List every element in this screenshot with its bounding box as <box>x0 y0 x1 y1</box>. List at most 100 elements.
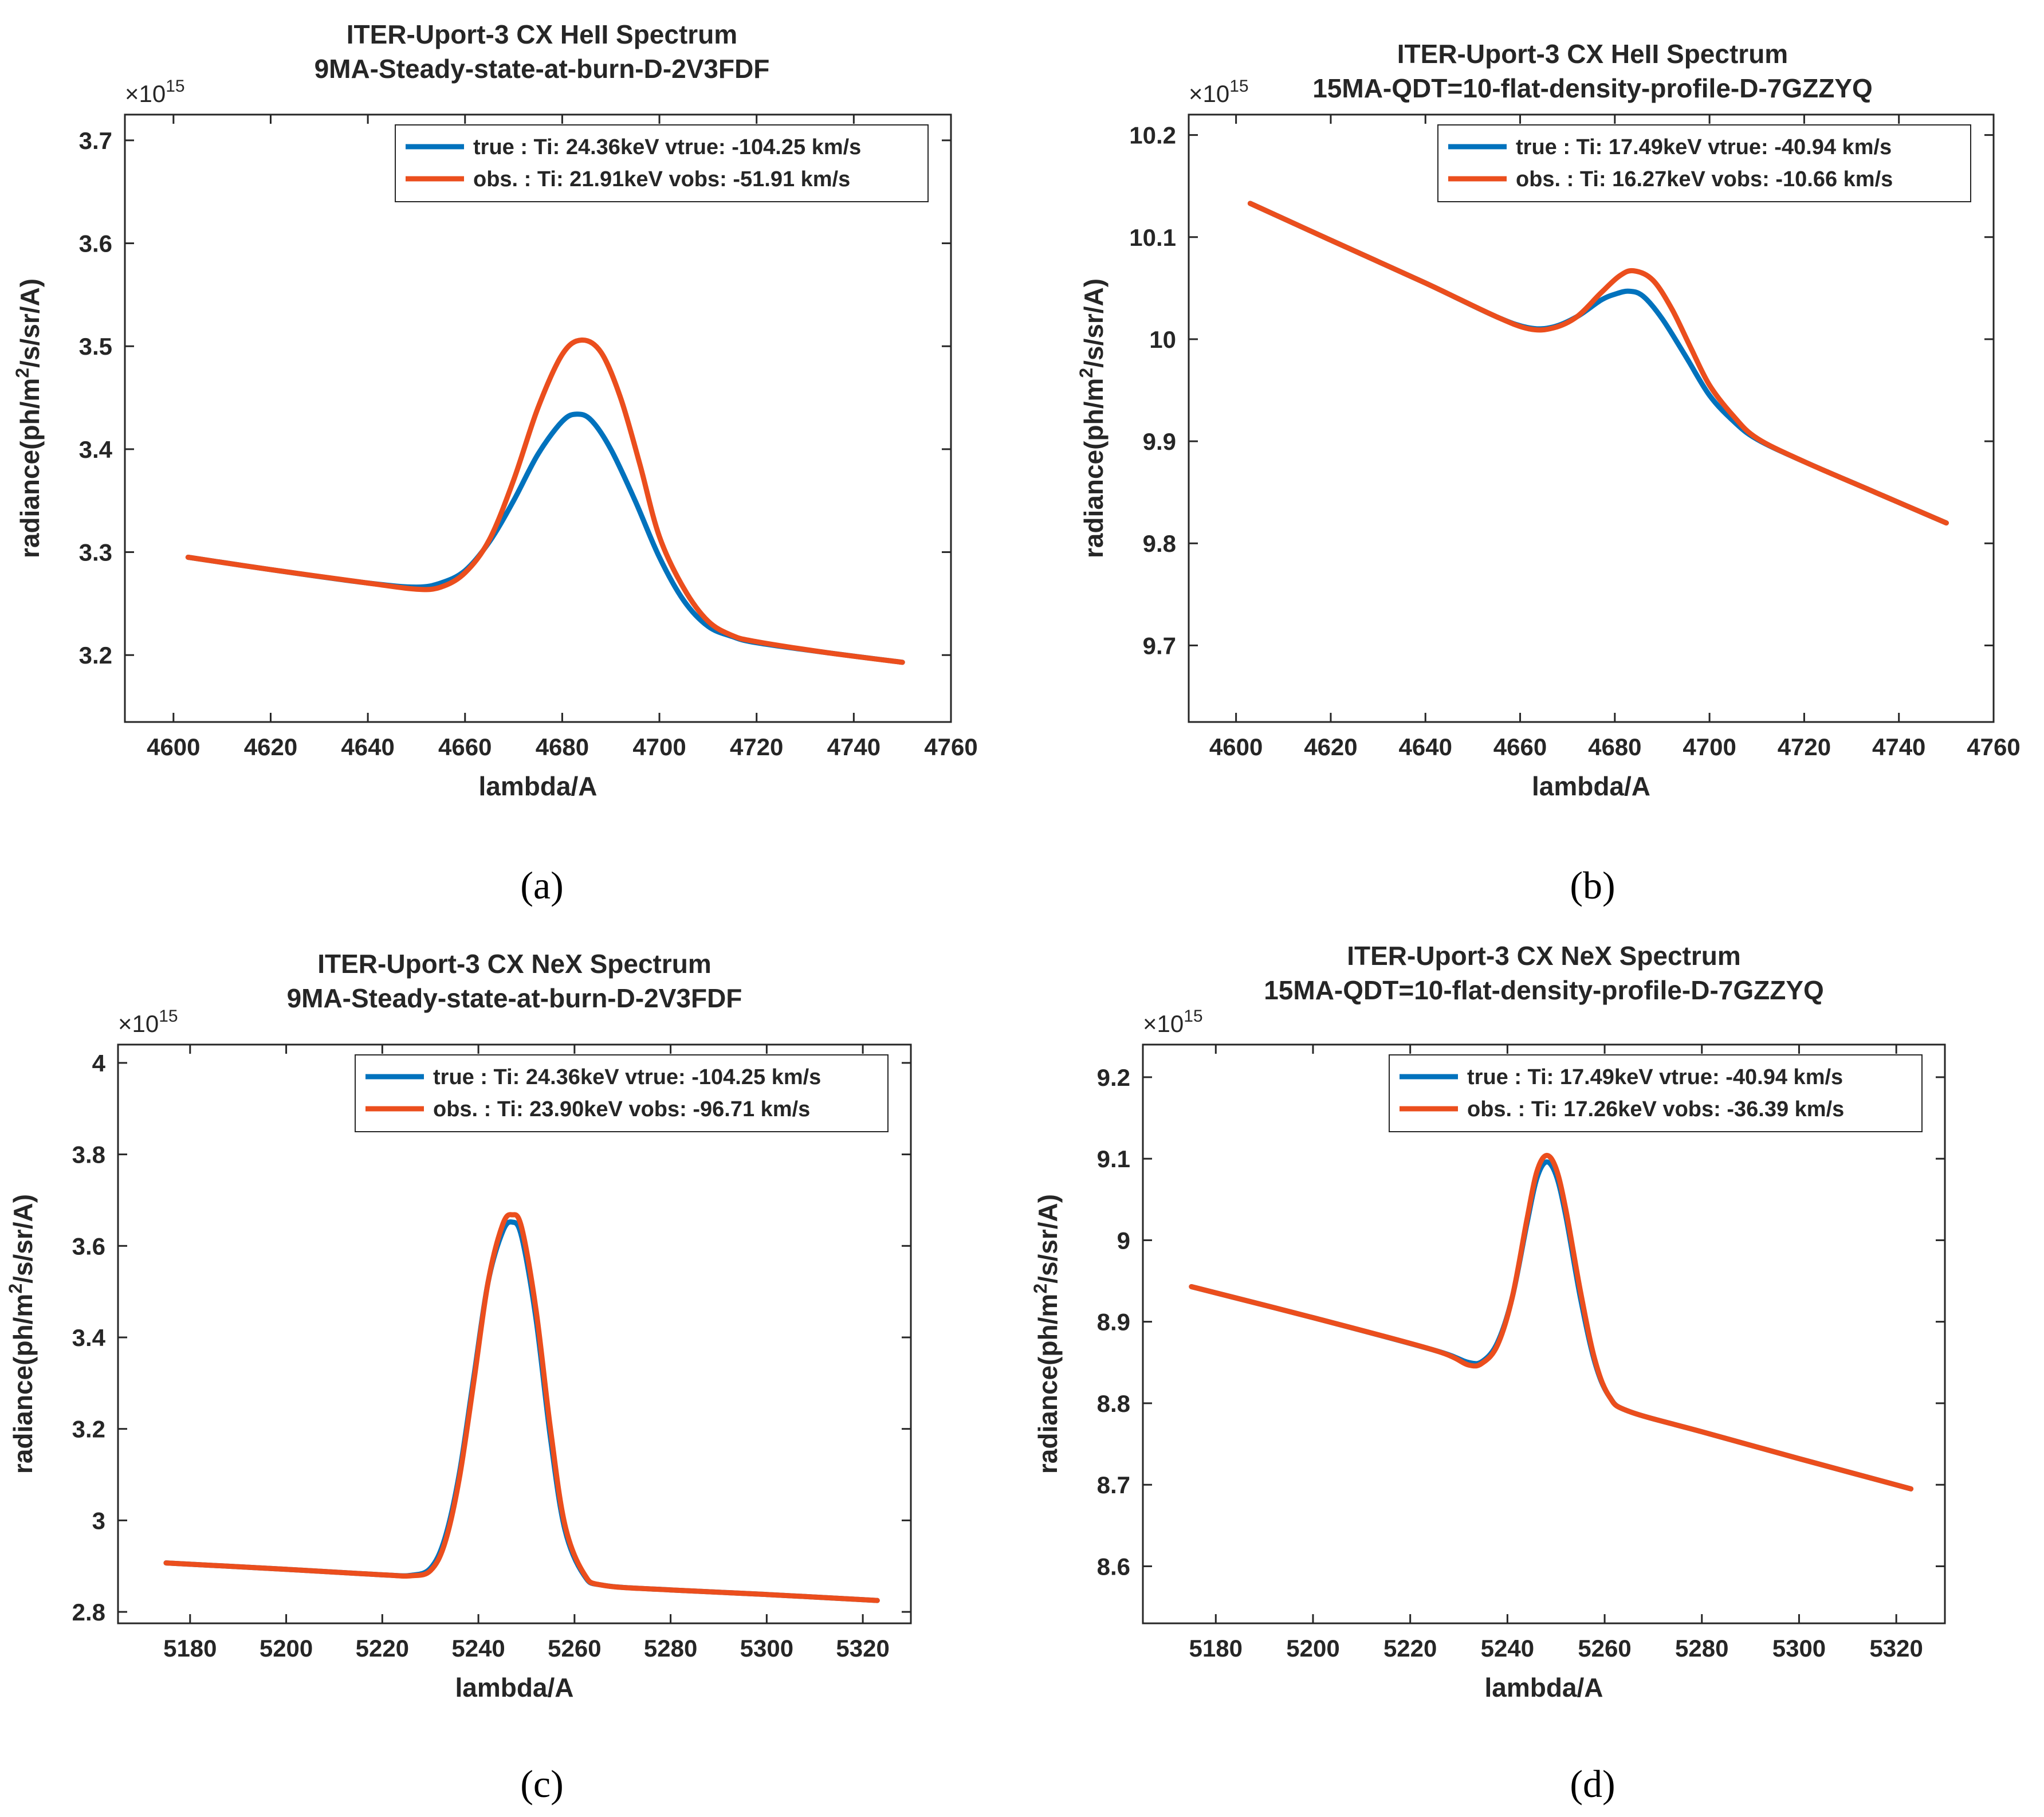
y-tick-label: 3.7 <box>79 127 112 154</box>
chart-subtitle: 9MA-Steady-state-at-burn-D-2V3FDF <box>287 983 742 1013</box>
y-exponent-label: ×1015 <box>1143 1007 1203 1037</box>
y-tick-label: 3.3 <box>79 539 112 566</box>
x-axis-label: lambda/A <box>455 1673 573 1702</box>
chart-panel-4: ITER-Uport-3 CX NeX Spectrum 15MA-QDT=10-… <box>1030 941 1946 1806</box>
legend: true : Ti: 17.49keV vtrue: -40.94 km/s ob… <box>1389 1054 1923 1132</box>
x-axis-label: lambda/A <box>1484 1673 1603 1702</box>
x-tick-label: 5220 <box>356 1635 409 1662</box>
x-tick-label: 4620 <box>1304 733 1357 760</box>
x-tick-label: 5300 <box>1772 1635 1826 1662</box>
legend-entry: obs. : Ti: 23.90keV vobs: -96.71 km/s <box>433 1097 810 1121</box>
legend-entry: true : Ti: 24.36keV vtrue: -104.25 km/s <box>473 135 861 159</box>
x-tick-label: 4720 <box>730 733 783 760</box>
y-tick-label: 3.2 <box>72 1416 105 1443</box>
x-tick-label: 4740 <box>1872 733 1925 760</box>
y-tick-label: 3 <box>92 1507 105 1534</box>
plot-area <box>124 113 952 723</box>
series-line-obs <box>163 1212 880 1603</box>
plot-area <box>1142 1043 1946 1624</box>
legend: true : Ti: 24.36keV vtrue: -104.25 km/s o… <box>395 124 929 202</box>
plot-area <box>1188 113 1995 723</box>
y-tick-label: 3.6 <box>79 230 112 257</box>
legend-box <box>355 1054 889 1132</box>
legend-entry: true : Ti: 24.36keV vtrue: -104.25 km/s <box>433 1065 821 1089</box>
x-tick-label: 5180 <box>163 1635 217 1662</box>
x-tick-label: 5240 <box>451 1635 505 1662</box>
y-tick-label: 3.4 <box>72 1324 106 1351</box>
legend-entry: true : Ti: 17.49keV vtrue: -40.94 km/s <box>1516 135 1892 159</box>
x-tick-label: 5180 <box>1189 1635 1243 1662</box>
legend-entry: obs. : Ti: 16.27keV vobs: -10.66 km/s <box>1516 167 1893 191</box>
legend: true : Ti: 24.36keV vtrue: -104.25 km/s o… <box>355 1054 889 1132</box>
y-tick-label: 3.8 <box>72 1141 105 1168</box>
y-axis-label: radiance(ph/m2/s/sr/A) <box>5 1194 38 1474</box>
x-tick-label: 4680 <box>536 733 589 760</box>
chart-title: ITER-Uport-3 CX NeX Spectrum <box>1347 941 1741 971</box>
x-tick-label: 5200 <box>260 1635 313 1662</box>
panel-caption: (c) <box>520 1762 563 1806</box>
x-tick-label: 5300 <box>740 1635 793 1662</box>
y-tick-label: 3.6 <box>72 1233 105 1259</box>
x-tick-label: 5200 <box>1286 1635 1339 1662</box>
y-tick-label: 8.9 <box>1097 1309 1130 1336</box>
y-axis-label: radiance(ph/m2/s/sr/A) <box>1030 1194 1063 1474</box>
y-tick-label: 10.2 <box>1129 122 1176 149</box>
x-axis-label: lambda/A <box>1532 771 1650 801</box>
legend: true : Ti: 17.49keV vtrue: -40.94 km/s ob… <box>1437 124 1971 202</box>
y-axis-label: radiance(ph/m2/s/sr/A) <box>12 278 45 558</box>
x-tick-label: 4700 <box>632 733 686 760</box>
y-tick-label: 9 <box>1117 1227 1130 1254</box>
chart-subtitle: 9MA-Steady-state-at-burn-D-2V3FDF <box>315 54 770 84</box>
y-tick-label: 3.2 <box>79 642 112 669</box>
series-line-obs <box>1189 1152 1914 1492</box>
y-tick-label: 9.2 <box>1097 1064 1130 1091</box>
y-tick-label: 9.9 <box>1143 428 1176 455</box>
y-axis-label: radiance(ph/m2/s/sr/A) <box>1076 278 1109 558</box>
x-tick-label: 5280 <box>1675 1635 1728 1662</box>
chart-panel-2: ITER-Uport-3 CX HeII Spectrum 15MA-QDT=10… <box>1076 39 2021 907</box>
x-tick-label: 4700 <box>1683 733 1736 760</box>
x-axis-label: lambda/A <box>478 771 597 801</box>
y-tick-label: 2.8 <box>72 1599 105 1626</box>
x-tick-label: 4640 <box>1399 733 1452 760</box>
x-tick-label: 5320 <box>836 1635 889 1662</box>
x-tick-label: 5240 <box>1481 1635 1534 1662</box>
x-tick-label: 4600 <box>1209 733 1263 760</box>
y-exponent-label: ×1015 <box>125 77 185 107</box>
y-tick-label: 10 <box>1149 326 1176 353</box>
panel-caption: (a) <box>520 864 563 907</box>
chart-subtitle: 15MA-QDT=10-flat-density-profile-D-7GZZY… <box>1312 73 1873 103</box>
legend-box <box>1389 1054 1923 1132</box>
chart-panel-3: ITER-Uport-3 CX NeX Spectrum 9MA-Steady-s… <box>5 949 912 1806</box>
chart-subtitle: 15MA-QDT=10-flat-density-profile-D-7GZZY… <box>1264 975 1824 1005</box>
chart-title: ITER-Uport-3 CX HeII Spectrum <box>1397 39 1788 69</box>
plot-area <box>117 1043 912 1624</box>
legend-entry: obs. : Ti: 21.91keV vobs: -51.91 km/s <box>473 167 850 191</box>
legend-entry: obs. : Ti: 17.26keV vobs: -36.39 km/s <box>1467 1097 1844 1121</box>
x-tick-label: 4640 <box>341 733 394 760</box>
x-tick-label: 4600 <box>147 733 200 760</box>
x-tick-label: 4760 <box>924 733 977 760</box>
x-tick-label: 5220 <box>1383 1635 1437 1662</box>
chart-title: ITER-Uport-3 CX HeII Spectrum <box>347 19 737 49</box>
x-tick-label: 4680 <box>1588 733 1641 760</box>
x-tick-label: 4660 <box>438 733 492 760</box>
legend-box <box>395 124 929 202</box>
x-tick-label: 4620 <box>244 733 297 760</box>
legend-entry: true : Ti: 17.49keV vtrue: -40.94 km/s <box>1467 1065 1843 1089</box>
y-tick-label: 8.8 <box>1097 1390 1130 1417</box>
x-tick-label: 4660 <box>1493 733 1547 760</box>
series-line-obs <box>1247 201 1949 526</box>
y-tick-label: 4 <box>92 1050 106 1077</box>
x-tick-label: 5280 <box>644 1635 697 1662</box>
y-tick-label: 3.5 <box>79 333 112 360</box>
x-tick-label: 4740 <box>827 733 881 760</box>
y-tick-label: 10.1 <box>1129 224 1176 251</box>
x-tick-label: 5260 <box>548 1635 601 1662</box>
series-line-obs <box>185 337 905 665</box>
x-tick-label: 4760 <box>1967 733 2020 760</box>
y-exponent-label: ×1015 <box>118 1007 178 1037</box>
x-tick-label: 4720 <box>1778 733 1831 760</box>
chart-title: ITER-Uport-3 CX NeX Spectrum <box>317 949 712 979</box>
